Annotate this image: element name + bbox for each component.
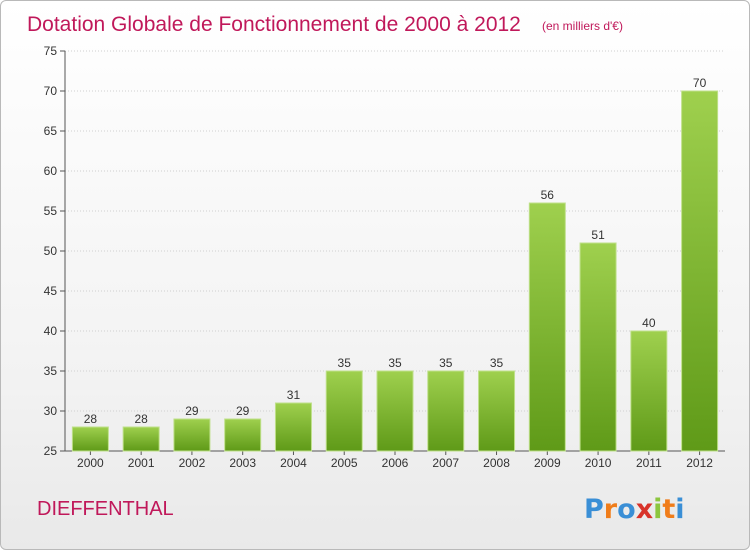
data-label-2009: 56 [541,188,555,202]
y-tick-label: 45 [44,284,58,298]
x-tick-label-2004: 2004 [280,456,307,470]
x-tick-label-2000: 2000 [77,456,104,470]
x-tick-label-2011: 2011 [636,456,662,470]
unit-note: (en milliers d'€) [542,19,623,33]
bar-2007 [427,370,465,452]
logo-letter: x [636,494,653,525]
data-label-2007: 35 [439,356,453,370]
bar-2010 [579,242,617,452]
logo-letter: i [653,494,662,525]
data-label-2008: 35 [490,356,504,370]
data-label-2003: 29 [236,404,250,418]
x-tick-label-2007: 2007 [432,456,459,470]
data-label-2001: 28 [134,412,148,426]
bar-2003 [224,418,262,452]
x-tick-label-2010: 2010 [585,456,612,470]
logo-letter: t [662,494,675,525]
proxiti-logo: Proxiti [584,494,685,525]
x-tick-label-2003: 2003 [229,456,256,470]
town-name: DIEFFENTHAL [37,498,174,520]
data-labels: 28 28 29 29 31 35 35 35 35 56 51 40 70 [84,76,707,426]
y-tick-label: 25 [44,444,58,458]
x-tick-label-2012: 2012 [686,456,713,470]
x-tick-label-2002: 2002 [179,456,206,470]
bar-2000 [71,426,109,452]
data-label-2000: 28 [84,412,98,426]
y-tick-label: 70 [44,84,58,98]
data-label-2010: 51 [591,228,605,242]
data-label-2006: 35 [388,356,402,370]
data-label-2012: 70 [693,76,707,90]
y-tick-label: 65 [44,124,58,138]
bar-2001 [122,426,160,452]
x-tick-label-2001: 2001 [128,456,155,470]
bars [71,90,719,452]
bar-2005 [325,370,363,452]
x-tick-label-2008: 2008 [483,456,510,470]
x-tick-labels: 2000 2001 2002 2003 2004 2005 2006 2007 2008 2009… [77,456,713,470]
bar-2002 [173,418,211,452]
bar-2008 [478,370,516,452]
logo-letter: o [617,494,636,525]
logo-letter: P [584,494,604,525]
bar-2012 [681,90,719,452]
bar-2004 [274,402,312,452]
data-label-2011: 40 [642,316,656,330]
x-tick-label-2006: 2006 [382,456,409,470]
bar-2009 [528,202,566,452]
logo-letter: i [675,494,684,525]
x-tick-label-2009: 2009 [534,456,561,470]
y-tick-label: 40 [44,324,58,338]
y-tick-label: 30 [44,404,58,418]
y-tick-label: 35 [44,364,58,378]
bar-2011 [630,330,668,452]
x-tick-label-2005: 2005 [331,456,358,470]
data-label-2005: 35 [338,356,352,370]
y-tick-label: 55 [44,204,58,218]
y-tick-label: 60 [44,164,58,178]
data-label-2002: 29 [185,404,199,418]
data-label-2004: 31 [287,388,301,402]
bar-2006 [376,370,414,452]
chart-title: Dotation Globale de Fonctionnement de 20… [27,13,521,36]
y-tick-label: 75 [44,44,58,58]
y-tick-labels: 25 30 35 40 45 50 55 60 65 70 75 [44,44,58,458]
y-tick-label: 50 [44,244,58,258]
logo-letter: r [604,494,618,525]
